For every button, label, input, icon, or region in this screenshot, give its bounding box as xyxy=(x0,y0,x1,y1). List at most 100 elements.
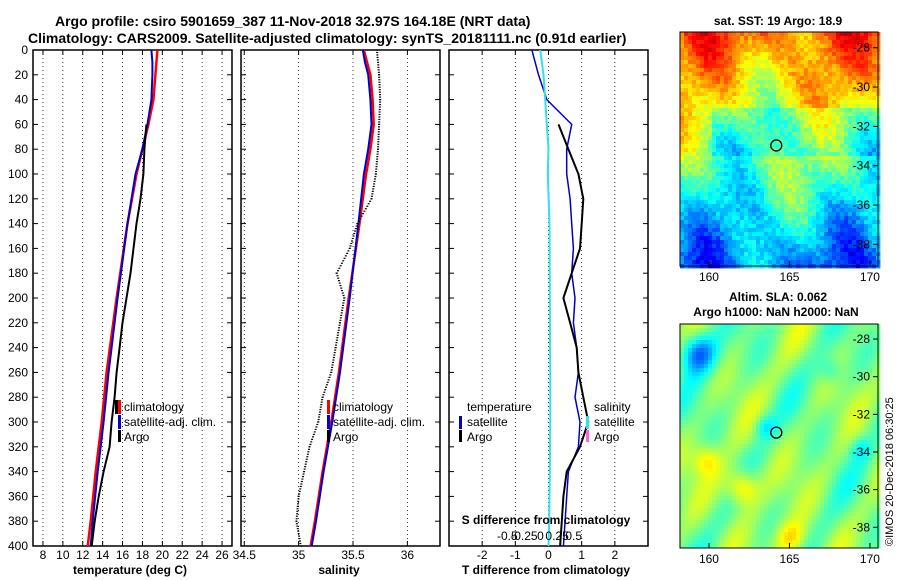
map-cell xyxy=(732,420,737,425)
map-cell xyxy=(764,232,769,237)
map-cell xyxy=(744,396,749,401)
map-cell xyxy=(848,40,853,45)
map-cell xyxy=(696,364,701,369)
map-cell xyxy=(688,136,693,141)
map-cell xyxy=(828,224,833,229)
map-cell xyxy=(756,404,761,409)
data-point xyxy=(337,280,340,282)
map-cell xyxy=(788,216,793,221)
map-cell xyxy=(748,220,753,225)
map-cell xyxy=(740,188,745,193)
map-cell xyxy=(780,196,785,201)
map-cell xyxy=(732,228,737,233)
map-cell xyxy=(788,360,793,365)
map-cell xyxy=(752,372,757,377)
map-cell xyxy=(744,44,749,49)
map-cell xyxy=(756,152,761,157)
data-point xyxy=(339,319,342,321)
map-cell xyxy=(764,108,769,113)
map-cell xyxy=(716,212,721,217)
map-cell xyxy=(724,256,729,261)
map-cell xyxy=(760,368,765,373)
map-cell xyxy=(704,332,709,337)
map-cell xyxy=(744,356,749,361)
map-cell xyxy=(776,400,781,405)
map-cell xyxy=(684,48,689,53)
map-cell xyxy=(680,420,685,425)
map-cell xyxy=(856,148,861,153)
map-cell xyxy=(708,348,713,353)
map-cell xyxy=(860,136,865,141)
map-cell xyxy=(828,88,833,93)
map-cell xyxy=(796,136,801,141)
map-cell xyxy=(704,216,709,221)
map-cell xyxy=(872,196,877,201)
data-point xyxy=(353,232,356,235)
map-cell xyxy=(776,324,781,329)
map-cell xyxy=(760,252,765,257)
map-cell xyxy=(800,84,805,89)
map-cell xyxy=(768,216,773,221)
map-cell xyxy=(796,204,801,209)
map-cell xyxy=(816,256,821,261)
map-cell xyxy=(828,116,833,121)
data-point xyxy=(325,384,328,386)
map-cell xyxy=(800,228,805,233)
map-cell xyxy=(732,104,737,109)
map-cell xyxy=(720,352,725,357)
map-cell xyxy=(720,260,725,265)
map-cell xyxy=(792,380,797,385)
map-cell xyxy=(872,432,877,437)
map-cell xyxy=(708,424,713,429)
map-cell xyxy=(748,192,753,197)
map-cell xyxy=(688,52,693,57)
difference-x-tick-labels: -2 -1 0 1 2 xyxy=(477,548,619,562)
map-cell xyxy=(808,160,813,165)
map-cell xyxy=(860,348,865,353)
map-cell xyxy=(860,432,865,437)
map-cell xyxy=(768,92,773,97)
map-cell xyxy=(816,120,821,125)
map-cell xyxy=(844,188,849,193)
map-cell xyxy=(756,156,761,161)
map-cell xyxy=(716,368,721,373)
map-cell xyxy=(780,408,785,413)
map-cell xyxy=(740,48,745,53)
map-cell xyxy=(744,380,749,385)
map-cell xyxy=(844,436,849,441)
map-cell xyxy=(712,348,717,353)
map-cell xyxy=(708,96,713,101)
map-cell xyxy=(708,344,713,349)
map-cell xyxy=(680,228,685,233)
map-cell xyxy=(700,148,705,153)
map-cell xyxy=(856,220,861,225)
map-cell xyxy=(804,176,809,181)
map-cell xyxy=(736,120,741,125)
map-cell xyxy=(688,148,693,153)
map-cell xyxy=(848,232,853,237)
map-cell xyxy=(752,252,757,257)
map-cell xyxy=(860,256,865,261)
map-cell xyxy=(716,84,721,89)
map-cell xyxy=(788,220,793,225)
map-cell xyxy=(732,56,737,61)
map-cell xyxy=(744,108,749,113)
map-lat-label: -30 xyxy=(853,80,871,94)
map-cell xyxy=(788,36,793,41)
map-cell xyxy=(836,240,841,245)
map-cell xyxy=(688,184,693,189)
map-cell xyxy=(808,376,813,381)
map-cell xyxy=(764,128,769,133)
map-cell xyxy=(692,164,697,169)
map-cell xyxy=(728,396,733,401)
map-cell xyxy=(692,96,697,101)
map-cell xyxy=(732,44,737,49)
map-cell xyxy=(800,52,805,57)
map-cell xyxy=(856,84,861,89)
map-cell xyxy=(852,144,857,149)
map-cell xyxy=(800,72,805,77)
map-cell xyxy=(868,204,873,209)
map-cell xyxy=(832,188,837,193)
map-cell xyxy=(720,92,725,97)
map-cell xyxy=(832,228,837,233)
